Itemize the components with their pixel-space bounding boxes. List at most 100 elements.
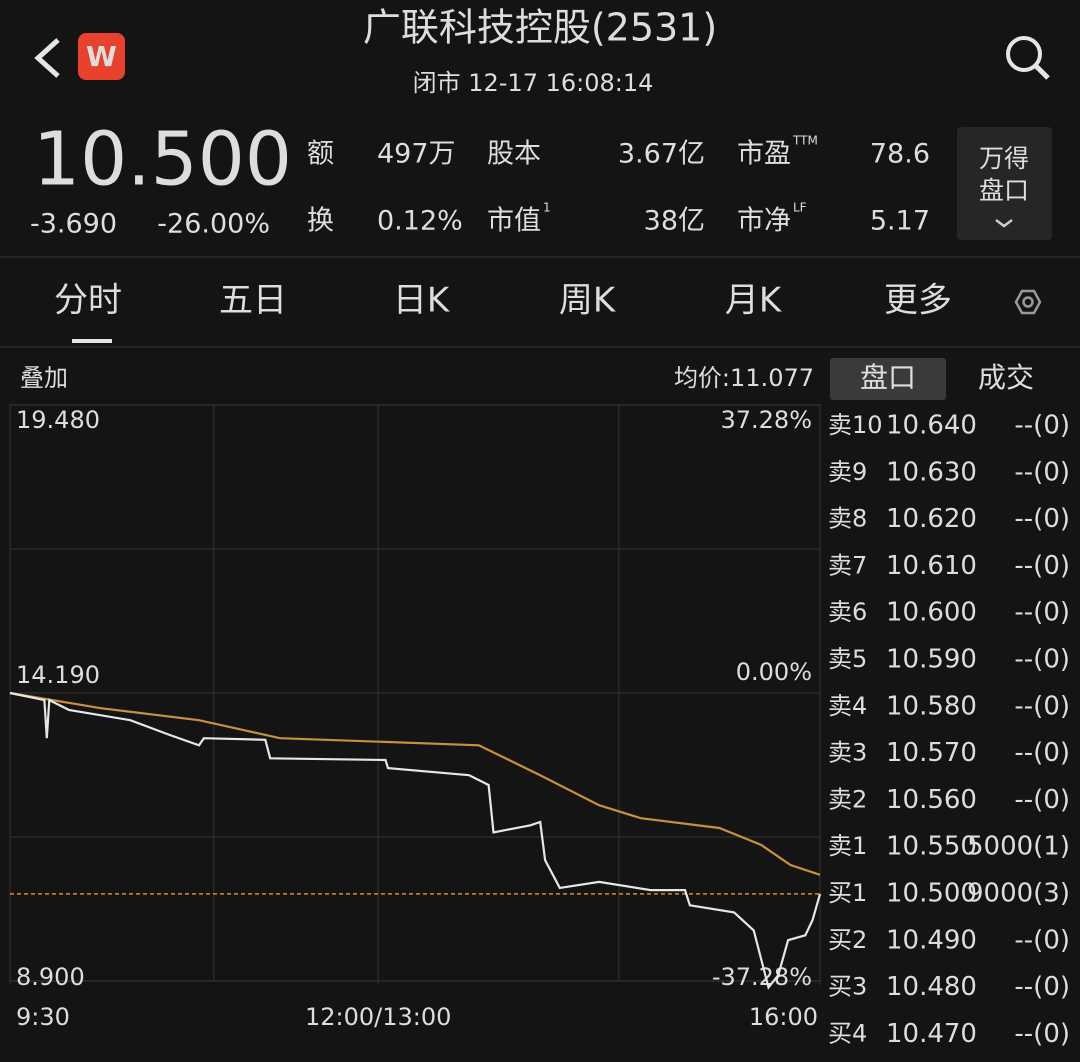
order-tab[interactable]: 成交 — [978, 361, 1034, 394]
stat-value: 3.67亿 — [618, 139, 705, 170]
stat-value: 78.6 — [870, 139, 930, 170]
order-label: 买2 — [828, 926, 867, 954]
order-volume: --(0) — [1014, 785, 1070, 815]
order-volume: 9000(3) — [967, 879, 1070, 909]
stat-label: 市净 — [737, 206, 791, 237]
order-label: 买4 — [828, 1019, 867, 1047]
x-tick-label: 9:30 — [16, 1003, 70, 1031]
order-price: 10.550 — [886, 832, 977, 862]
y2-tick-label: 37.28% — [720, 406, 812, 434]
order-label: 卖1 — [828, 832, 867, 860]
order-label: 卖3 — [828, 739, 867, 767]
stat-sup: TTM — [792, 134, 818, 148]
order-label: 卖9 — [828, 458, 867, 486]
stat-label: 额 — [307, 139, 334, 170]
tab[interactable]: 五日 — [219, 281, 287, 321]
app-icon-letter: W — [86, 40, 117, 73]
avg-price-line — [9, 691, 821, 876]
app-icon — [78, 33, 125, 80]
order-price: 10.490 — [886, 925, 977, 955]
order-label: 卖7 — [828, 551, 867, 579]
order-price: 10.590 — [886, 645, 977, 675]
search-handle — [1034, 64, 1050, 80]
stat-value: 38亿 — [644, 206, 705, 237]
order-volume: --(0) — [1014, 738, 1070, 768]
order-volume: --(0) — [1014, 691, 1070, 721]
order-volume: --(0) — [1014, 925, 1070, 955]
stat-label: 市盈 — [737, 139, 791, 170]
chevron — [995, 219, 1013, 228]
y2-tick-label: -37.28% — [712, 963, 812, 991]
order-price: 10.610 — [886, 551, 977, 581]
settings-button[interactable] — [1014, 289, 1042, 315]
x-tick-label: 12:00/13:00 — [305, 1003, 451, 1031]
x-tick-label: 16:00 — [749, 1003, 818, 1031]
stat-label: 市值 — [487, 206, 541, 237]
order-price: 10.600 — [886, 598, 977, 628]
wind-button[interactable] — [957, 127, 1052, 240]
back-button[interactable] — [34, 38, 60, 78]
order-price: 10.580 — [886, 691, 977, 721]
overlay-label: 叠加 — [20, 364, 68, 392]
order-label: 卖2 — [828, 785, 867, 813]
price-line — [9, 691, 822, 990]
title: 广联科技控股(2531) — [363, 6, 717, 50]
search-circle — [1006, 36, 1042, 72]
y-tick-label: 8.900 — [16, 963, 85, 991]
y2-tick-label: 0.00% — [736, 658, 812, 686]
order-volume: --(0) — [1014, 457, 1070, 487]
subtitle: 闭市 12-17 16:08:14 — [413, 69, 654, 97]
change: -3.690 — [30, 209, 117, 240]
stat-sup: 1 — [543, 201, 551, 215]
order-label: 买3 — [828, 973, 867, 1001]
stat-value: 5.17 — [870, 206, 930, 237]
order-price: 10.560 — [886, 785, 977, 815]
tab[interactable]: 日K — [393, 281, 451, 321]
stat-sup: LF — [793, 201, 807, 215]
tab[interactable]: 月K — [725, 281, 783, 321]
tab[interactable]: 更多 — [884, 281, 952, 321]
y-tick-label: 14.190 — [16, 661, 100, 689]
order-tab[interactable]: 盘口 — [860, 361, 916, 394]
order-label: 卖5 — [828, 645, 867, 673]
stat-label: 股本 — [487, 139, 541, 170]
avg-price-label: 均价:11.077 — [674, 364, 814, 392]
order-label: 卖6 — [828, 598, 867, 626]
order-price: 10.640 — [886, 411, 977, 441]
order-label: 买1 — [828, 879, 867, 907]
order-volume: --(0) — [1014, 1019, 1070, 1049]
order-label: 卖4 — [828, 692, 867, 720]
order-tab-active — [830, 358, 946, 400]
order-price: 10.630 — [886, 457, 977, 487]
wind-button-text: 万得 — [979, 144, 1029, 173]
y-tick-label: 19.480 — [16, 406, 100, 434]
order-volume: --(0) — [1014, 504, 1070, 534]
stat-value: 0.12% — [377, 206, 463, 237]
tab-underline — [72, 339, 112, 343]
order-price: 10.620 — [886, 504, 977, 534]
order-price: 10.500 — [886, 879, 977, 909]
order-volume: --(0) — [1014, 411, 1070, 441]
search-button[interactable] — [1006, 36, 1050, 80]
order-label: 卖10 — [828, 411, 883, 439]
order-price: 10.470 — [886, 1019, 977, 1049]
stat-label: 换 — [307, 206, 334, 237]
tab[interactable]: 周K — [559, 281, 617, 321]
tab[interactable]: 分时 — [54, 281, 122, 321]
order-label: 卖8 — [828, 505, 867, 533]
settings-dot — [1022, 296, 1034, 308]
order-price: 10.570 — [886, 738, 977, 768]
order-volume: 5000(1) — [967, 832, 1070, 862]
order-volume: --(0) — [1014, 551, 1070, 581]
change-pct: -26.00% — [157, 209, 270, 240]
wind-button-text: 盘口 — [979, 176, 1029, 205]
order-price: 10.480 — [886, 972, 977, 1002]
stat-value: 497万 — [377, 139, 456, 170]
price: 10.500 — [33, 117, 292, 203]
order-volume: --(0) — [1014, 972, 1070, 1002]
order-volume: --(0) — [1014, 645, 1070, 675]
order-volume: --(0) — [1014, 598, 1070, 628]
